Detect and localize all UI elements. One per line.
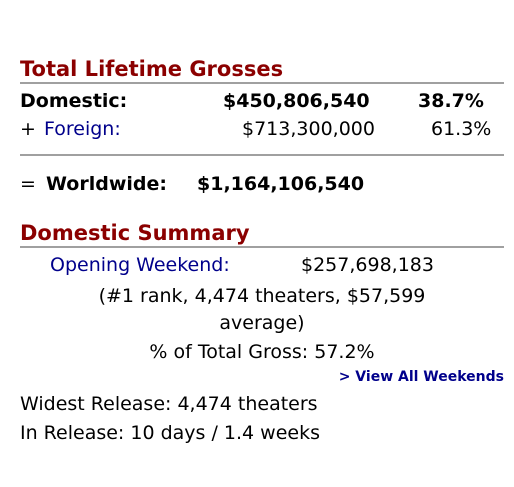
worldwide-label: Worldwide: <box>46 173 167 195</box>
worldwide-prefix: = <box>20 173 36 195</box>
summary-rule <box>20 246 504 248</box>
title-rule <box>20 82 504 84</box>
worldwide-amount: $1,164,106,540 <box>197 173 365 195</box>
view-all-weekends-link[interactable]: > View All Weekends <box>338 369 504 385</box>
rank-info-line2: average) <box>219 312 305 334</box>
foreign-amount: $713,300,000 <box>242 118 375 140</box>
rank-info-line1: (#1 rank, 4,474 theaters, $57,599 <box>98 285 426 307</box>
lifetime-grosses-title: Total Lifetime Grosses <box>20 57 284 81</box>
divider-rule <box>20 154 504 156</box>
domestic-summary-title: Domestic Summary <box>20 221 250 245</box>
widest-release: Widest Release: 4,474 theaters <box>20 393 318 415</box>
domestic-amount: $450,806,540 <box>223 90 370 112</box>
foreign-prefix: + <box>20 118 36 140</box>
opening-weekend-link[interactable]: Opening Weekend: <box>50 254 230 276</box>
opening-weekend-amount: $257,698,183 <box>301 254 434 276</box>
percent-total-gross: % of Total Gross: 57.2% <box>149 341 375 363</box>
foreign-link[interactable]: Foreign: <box>44 118 121 140</box>
in-release: In Release: 10 days / 1.4 weeks <box>20 422 320 444</box>
domestic-label: Domestic: <box>20 90 128 112</box>
domestic-percent: 38.7% <box>418 90 484 112</box>
foreign-percent: 61.3% <box>431 118 492 140</box>
